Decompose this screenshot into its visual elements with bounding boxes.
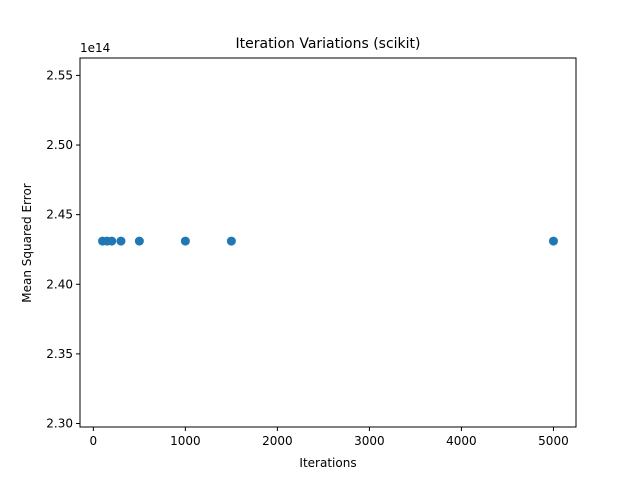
x-tick-label: 1000 xyxy=(170,434,201,448)
x-tick-label: 3000 xyxy=(354,434,385,448)
x-tick-label: 0 xyxy=(90,434,98,448)
y-tick-label: 2.35 xyxy=(46,347,73,361)
y-tick-label: 2.55 xyxy=(46,68,73,82)
chart-title: Iteration Variations (scikit) xyxy=(236,36,421,52)
data-point xyxy=(107,236,117,246)
data-point xyxy=(116,236,126,246)
y-tick-label: 2.50 xyxy=(46,138,73,152)
y-tick-label: 2.30 xyxy=(46,417,73,431)
data-point xyxy=(548,236,558,246)
y-offset-label: 1e14 xyxy=(80,41,110,55)
x-tick-label: 2000 xyxy=(262,434,293,448)
data-point xyxy=(180,236,190,246)
x-tick-label: 5000 xyxy=(538,434,569,448)
plot-area xyxy=(79,57,577,428)
y-tick-label: 2.45 xyxy=(46,208,73,222)
x-axis-label: Iterations xyxy=(299,456,356,470)
x-axis: 0 1000 2000 3000 4000 5000 xyxy=(90,427,569,448)
data-points xyxy=(98,236,558,246)
data-point xyxy=(134,236,144,246)
x-tick-label: 4000 xyxy=(446,434,477,448)
y-axis: 2.30 2.35 2.40 2.45 2.50 2.55 xyxy=(46,68,80,431)
y-axis-label: Mean Squared Error xyxy=(20,183,34,303)
data-point xyxy=(226,236,236,246)
y-tick-label: 2.40 xyxy=(46,277,73,291)
